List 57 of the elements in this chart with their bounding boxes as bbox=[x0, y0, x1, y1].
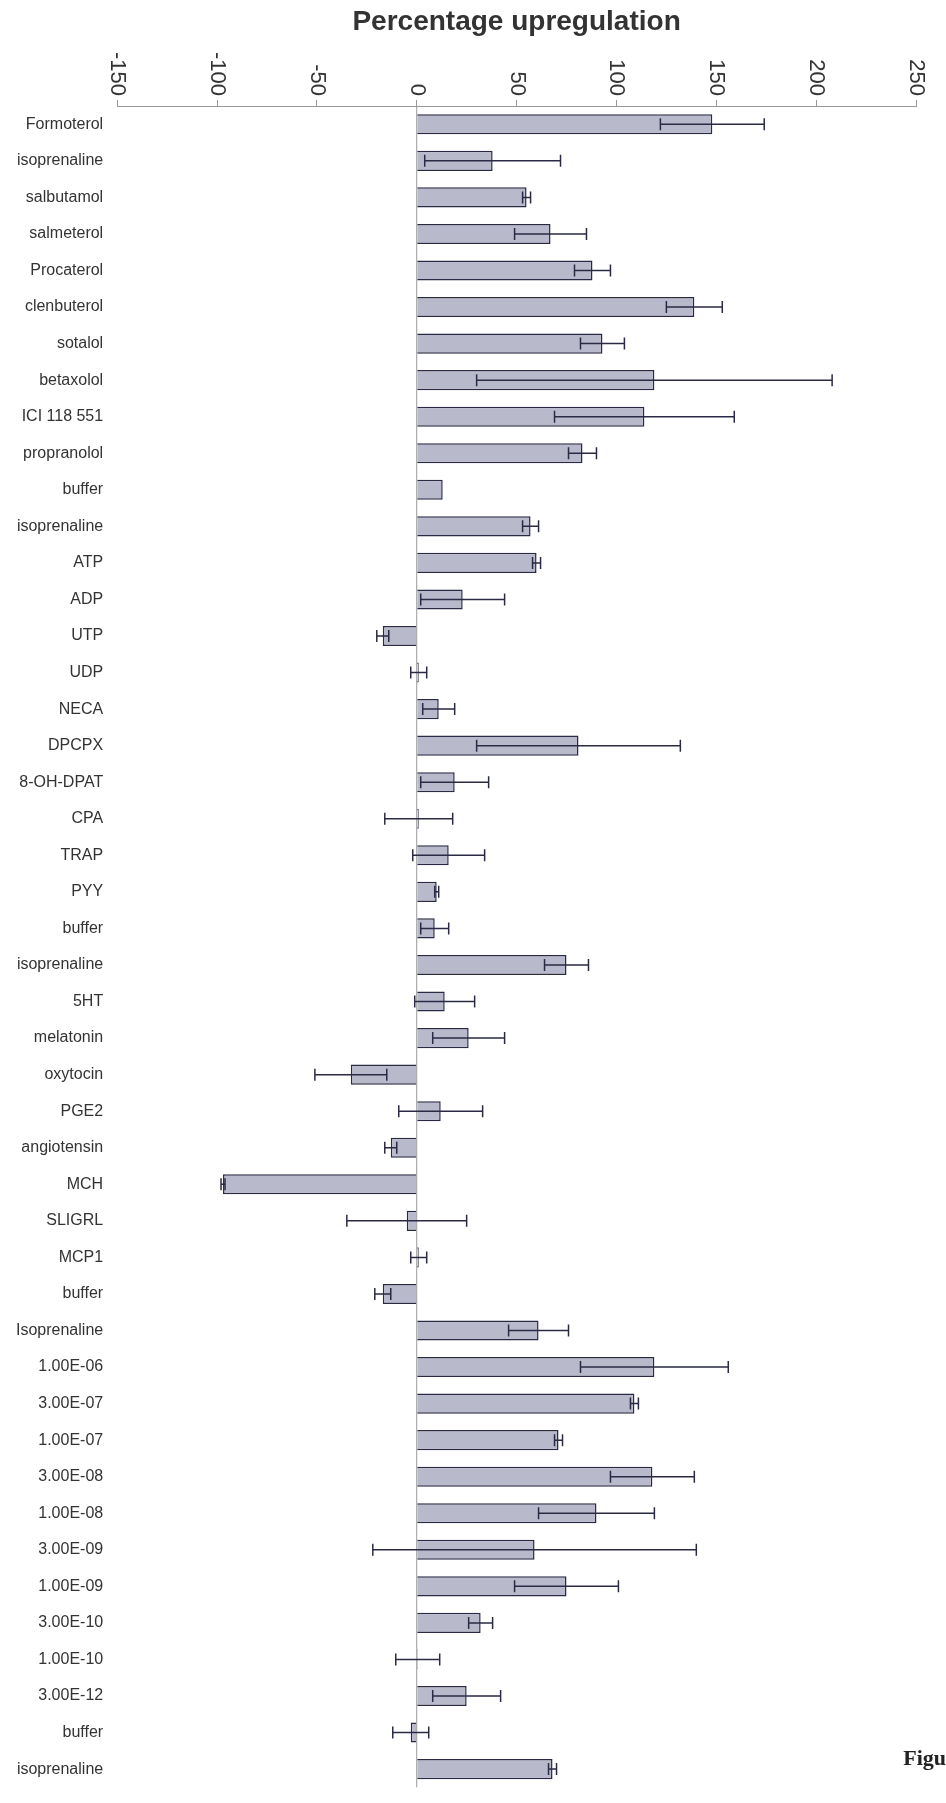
y-tick-label: buffer bbox=[62, 1284, 104, 1302]
annotation: Figu bbox=[903, 1745, 946, 1770]
y-tick-label: 1.00E-06 bbox=[38, 1357, 104, 1375]
x-tick-label: -50 bbox=[305, 64, 331, 96]
y-tick-label: 1.00E-09 bbox=[38, 1576, 104, 1594]
y-tick-label: 3.00E-08 bbox=[38, 1467, 104, 1485]
x-tick-label: -100 bbox=[205, 51, 231, 96]
y-tick-label: PYY bbox=[71, 882, 104, 900]
y-tick-label: 3.00E-09 bbox=[38, 1540, 104, 1558]
x-tick-label: 0 bbox=[405, 83, 431, 96]
y-tick-label: 1.00E-08 bbox=[38, 1503, 104, 1521]
y-tick-label: buffer bbox=[62, 1722, 104, 1740]
y-tick-label: MCP1 bbox=[58, 1247, 104, 1265]
y-tick-label: isoprenaline bbox=[16, 151, 104, 169]
y-tick-label: isoprenaline bbox=[16, 955, 104, 973]
y-tick-label: ADP bbox=[70, 589, 104, 607]
y-tick-label: buffer bbox=[62, 918, 104, 936]
y-tick-label: DPCPX bbox=[48, 736, 104, 754]
y-tick-label: 8-OH-DPAT bbox=[19, 772, 104, 790]
y-tick-label: Procaterol bbox=[30, 260, 104, 278]
y-tick-label: clenbuterol bbox=[24, 297, 104, 315]
x-tick-label: 250 bbox=[904, 59, 930, 96]
y-tick-label: sotalol bbox=[56, 334, 104, 351]
x-axis-title: Percentage upregulation bbox=[352, 4, 681, 36]
x-tick-label: 100 bbox=[605, 59, 631, 96]
y-tick-label: isoprenaline bbox=[16, 516, 104, 534]
y-tick-label: Isoprenaline bbox=[16, 1320, 104, 1338]
y-tick-label: salmeterol bbox=[29, 224, 104, 242]
y-tick-label: melatonin bbox=[33, 1028, 104, 1046]
y-tick-label: MCH bbox=[66, 1174, 104, 1192]
x-tick-label: 150 bbox=[705, 59, 731, 96]
y-tick-label: 3.00E-10 bbox=[38, 1613, 104, 1631]
y-tick-label: PGE2 bbox=[60, 1101, 104, 1119]
y-tick-label: salbutamol bbox=[25, 187, 104, 205]
y-tick-label: ATP bbox=[73, 553, 104, 571]
y-tick-label: 1.00E-07 bbox=[38, 1430, 104, 1448]
y-tick-label: NECA bbox=[58, 699, 104, 717]
y-tick-label: CPA bbox=[71, 809, 104, 827]
y-tick-label: UTP bbox=[71, 626, 104, 644]
y-tick-label: angiotensin bbox=[21, 1138, 104, 1156]
y-tick-label: ICI 118 551 bbox=[21, 407, 104, 425]
y-tick-label: Formoterol bbox=[25, 114, 104, 132]
y-tick-label: betaxolol bbox=[39, 370, 104, 388]
x-tick-label: 200 bbox=[805, 59, 831, 96]
y-tick-label: 3.00E-07 bbox=[38, 1394, 104, 1412]
y-tick-label: TRAP bbox=[60, 845, 104, 863]
y-tick-label: 5HT bbox=[72, 991, 104, 1009]
y-tick-label: 1.00E-10 bbox=[38, 1649, 104, 1667]
y-tick-label: UDP bbox=[69, 662, 104, 680]
y-tick-label: propranolol bbox=[23, 443, 104, 461]
y-tick-label: isoprenaline bbox=[16, 1759, 104, 1777]
x-tick-label: 50 bbox=[505, 71, 531, 96]
y-tick-label: buffer bbox=[62, 480, 104, 498]
x-tick-label: -150 bbox=[106, 51, 132, 96]
y-tick-label: SLIGRL bbox=[46, 1211, 104, 1229]
y-tick-label: 3.00E-12 bbox=[38, 1686, 104, 1704]
y-tick-label: oxytocin bbox=[44, 1065, 104, 1083]
